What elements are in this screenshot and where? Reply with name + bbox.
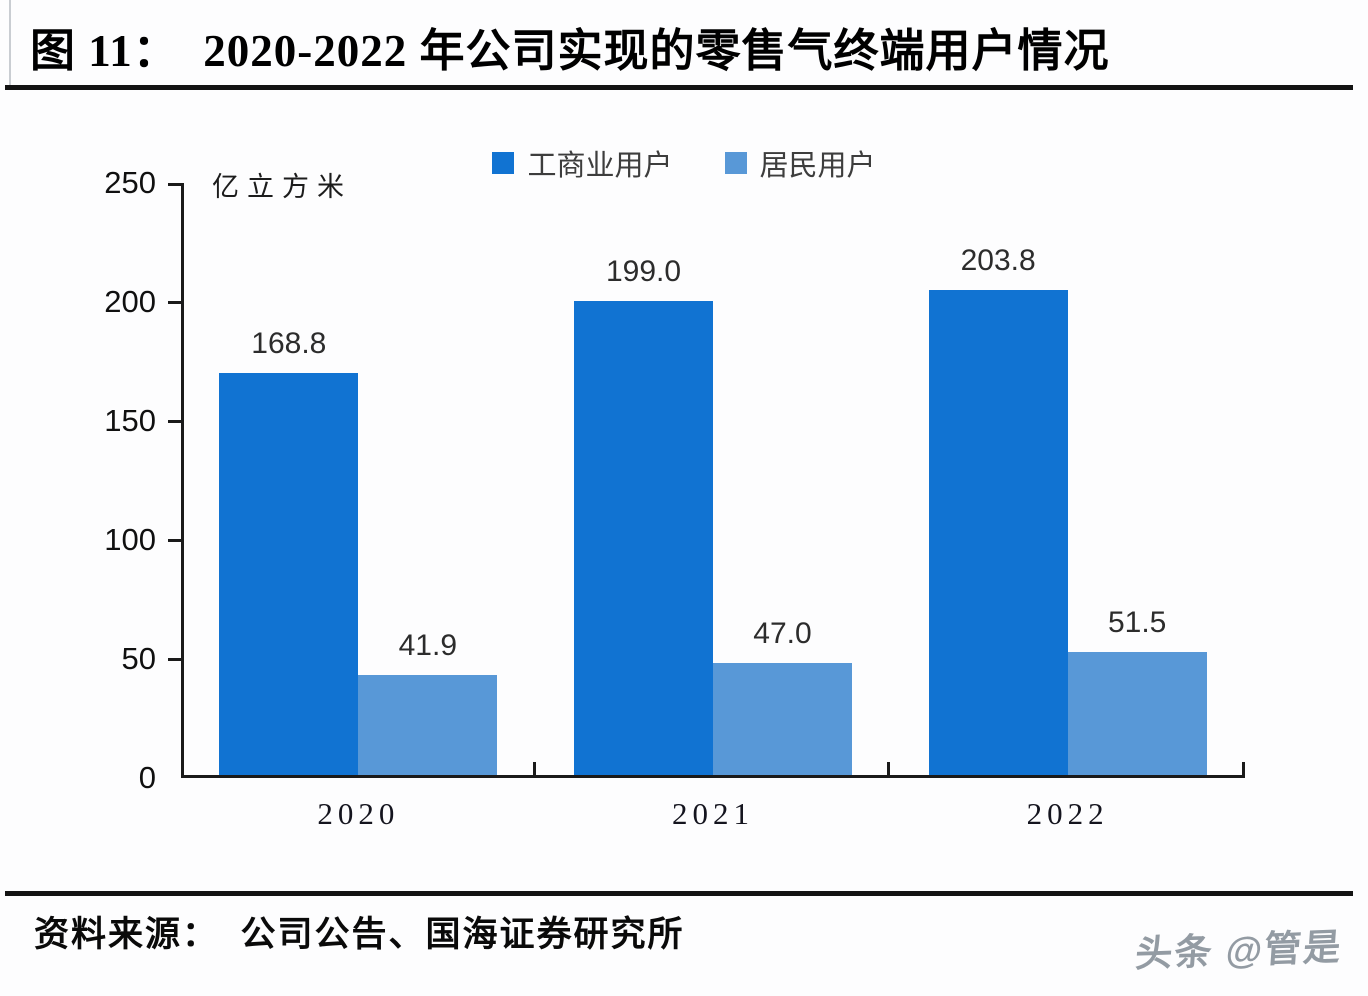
x-axis-category-label: 2020: [317, 796, 400, 831]
bar-value-label: 51.5: [1107, 606, 1167, 640]
y-axis-tick: [168, 420, 181, 423]
plot-area: 0 50 100 150 200 250 168.8 41.9 2020 199.0 47.0 202…: [104, 167, 1245, 831]
x-axis-line: [181, 775, 1245, 778]
y-axis-line: [181, 183, 184, 778]
y-axis-tick-label: 0: [138, 760, 156, 795]
x-axis-category-label: 2022: [1026, 796, 1109, 831]
bar-2021-commercial: [574, 301, 713, 775]
footer-divider: [5, 891, 1353, 896]
bar-2020-residential: [358, 675, 498, 775]
bar-2021-residential: [713, 663, 852, 775]
legend-item-commercial: 工商业用户: [492, 142, 673, 184]
legend-item-residential: 居民用户: [724, 142, 876, 184]
y-axis-tick: [168, 539, 181, 542]
title-divider: [5, 85, 1353, 90]
y-axis-tick: [168, 301, 181, 304]
y-axis-tick-label: 100: [104, 522, 156, 557]
source-line: 资料来源： 公司公告、国海证券研究所: [34, 915, 685, 954]
bar-2022-residential: [1067, 652, 1207, 775]
y-axis-unit-label: 亿立方米: [212, 172, 352, 202]
bar-value-label: 199.0: [605, 255, 682, 289]
x-axis-boundary-tick: [887, 762, 891, 775]
x-axis-boundary-tick: [532, 762, 536, 775]
bar-value-label: 47.0: [753, 617, 812, 651]
legend-swatch-icon: [492, 152, 515, 174]
bar-value-label: 41.9: [398, 629, 458, 663]
x-axis-category-label: 2021: [672, 796, 754, 831]
y-axis-tick-label: 200: [104, 284, 156, 319]
bar-2022-commercial: [928, 289, 1068, 775]
bar-value-label: 203.8: [960, 243, 1036, 277]
legend-label: 工商业用户: [527, 150, 673, 182]
y-axis-tick-label: 150: [104, 403, 156, 438]
legend-swatch-icon: [724, 152, 747, 174]
x-axis-boundary-tick: [1242, 762, 1245, 775]
watermark: 头条 @管是: [1133, 926, 1344, 975]
legend-label: 居民用户: [759, 150, 876, 182]
y-axis-tick: [168, 658, 181, 661]
y-axis-tick: [168, 183, 181, 186]
y-axis-tick-label: 250: [104, 165, 156, 200]
figure-title: 图 11： 2020-2022 年公司实现的零售气终端用户情况: [30, 26, 1110, 76]
table-cell-edge: [9, 0, 11, 86]
bar-value-label: 168.8: [251, 327, 327, 361]
y-axis-tick-label: 50: [121, 641, 156, 676]
bar-2020-commercial: [219, 373, 359, 775]
chart-legend: 工商业用户 居民用户: [0, 142, 1368, 184]
